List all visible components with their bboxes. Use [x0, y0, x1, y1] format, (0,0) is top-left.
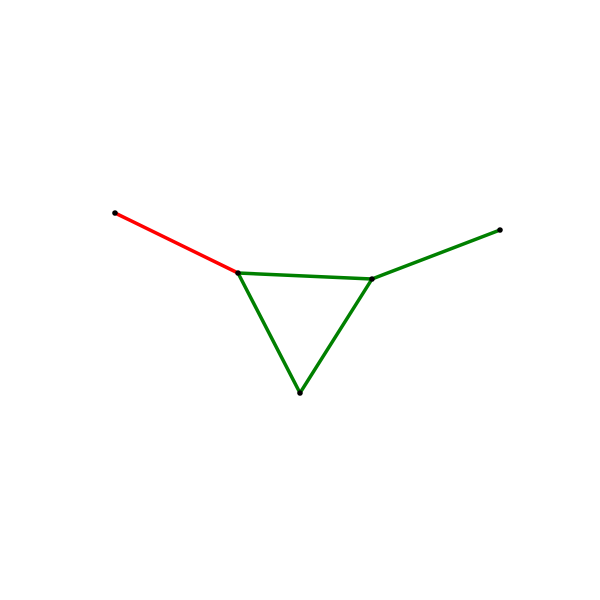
- graph-node-triangle-bottom: [297, 390, 303, 396]
- graph-node-triangle-left: [235, 270, 241, 276]
- nodes-layer: [112, 210, 503, 396]
- graph-node-right: [497, 227, 503, 233]
- edge-green-top: [236, 271, 374, 281]
- edge-red: [113, 211, 240, 275]
- edges-layer: [113, 211, 502, 395]
- graph-node-triangle-right: [369, 276, 375, 282]
- edge-green-left: [236, 271, 302, 395]
- graph-node-left: [112, 210, 118, 216]
- edge-green-right: [298, 277, 374, 395]
- edge-green-outer: [370, 228, 502, 281]
